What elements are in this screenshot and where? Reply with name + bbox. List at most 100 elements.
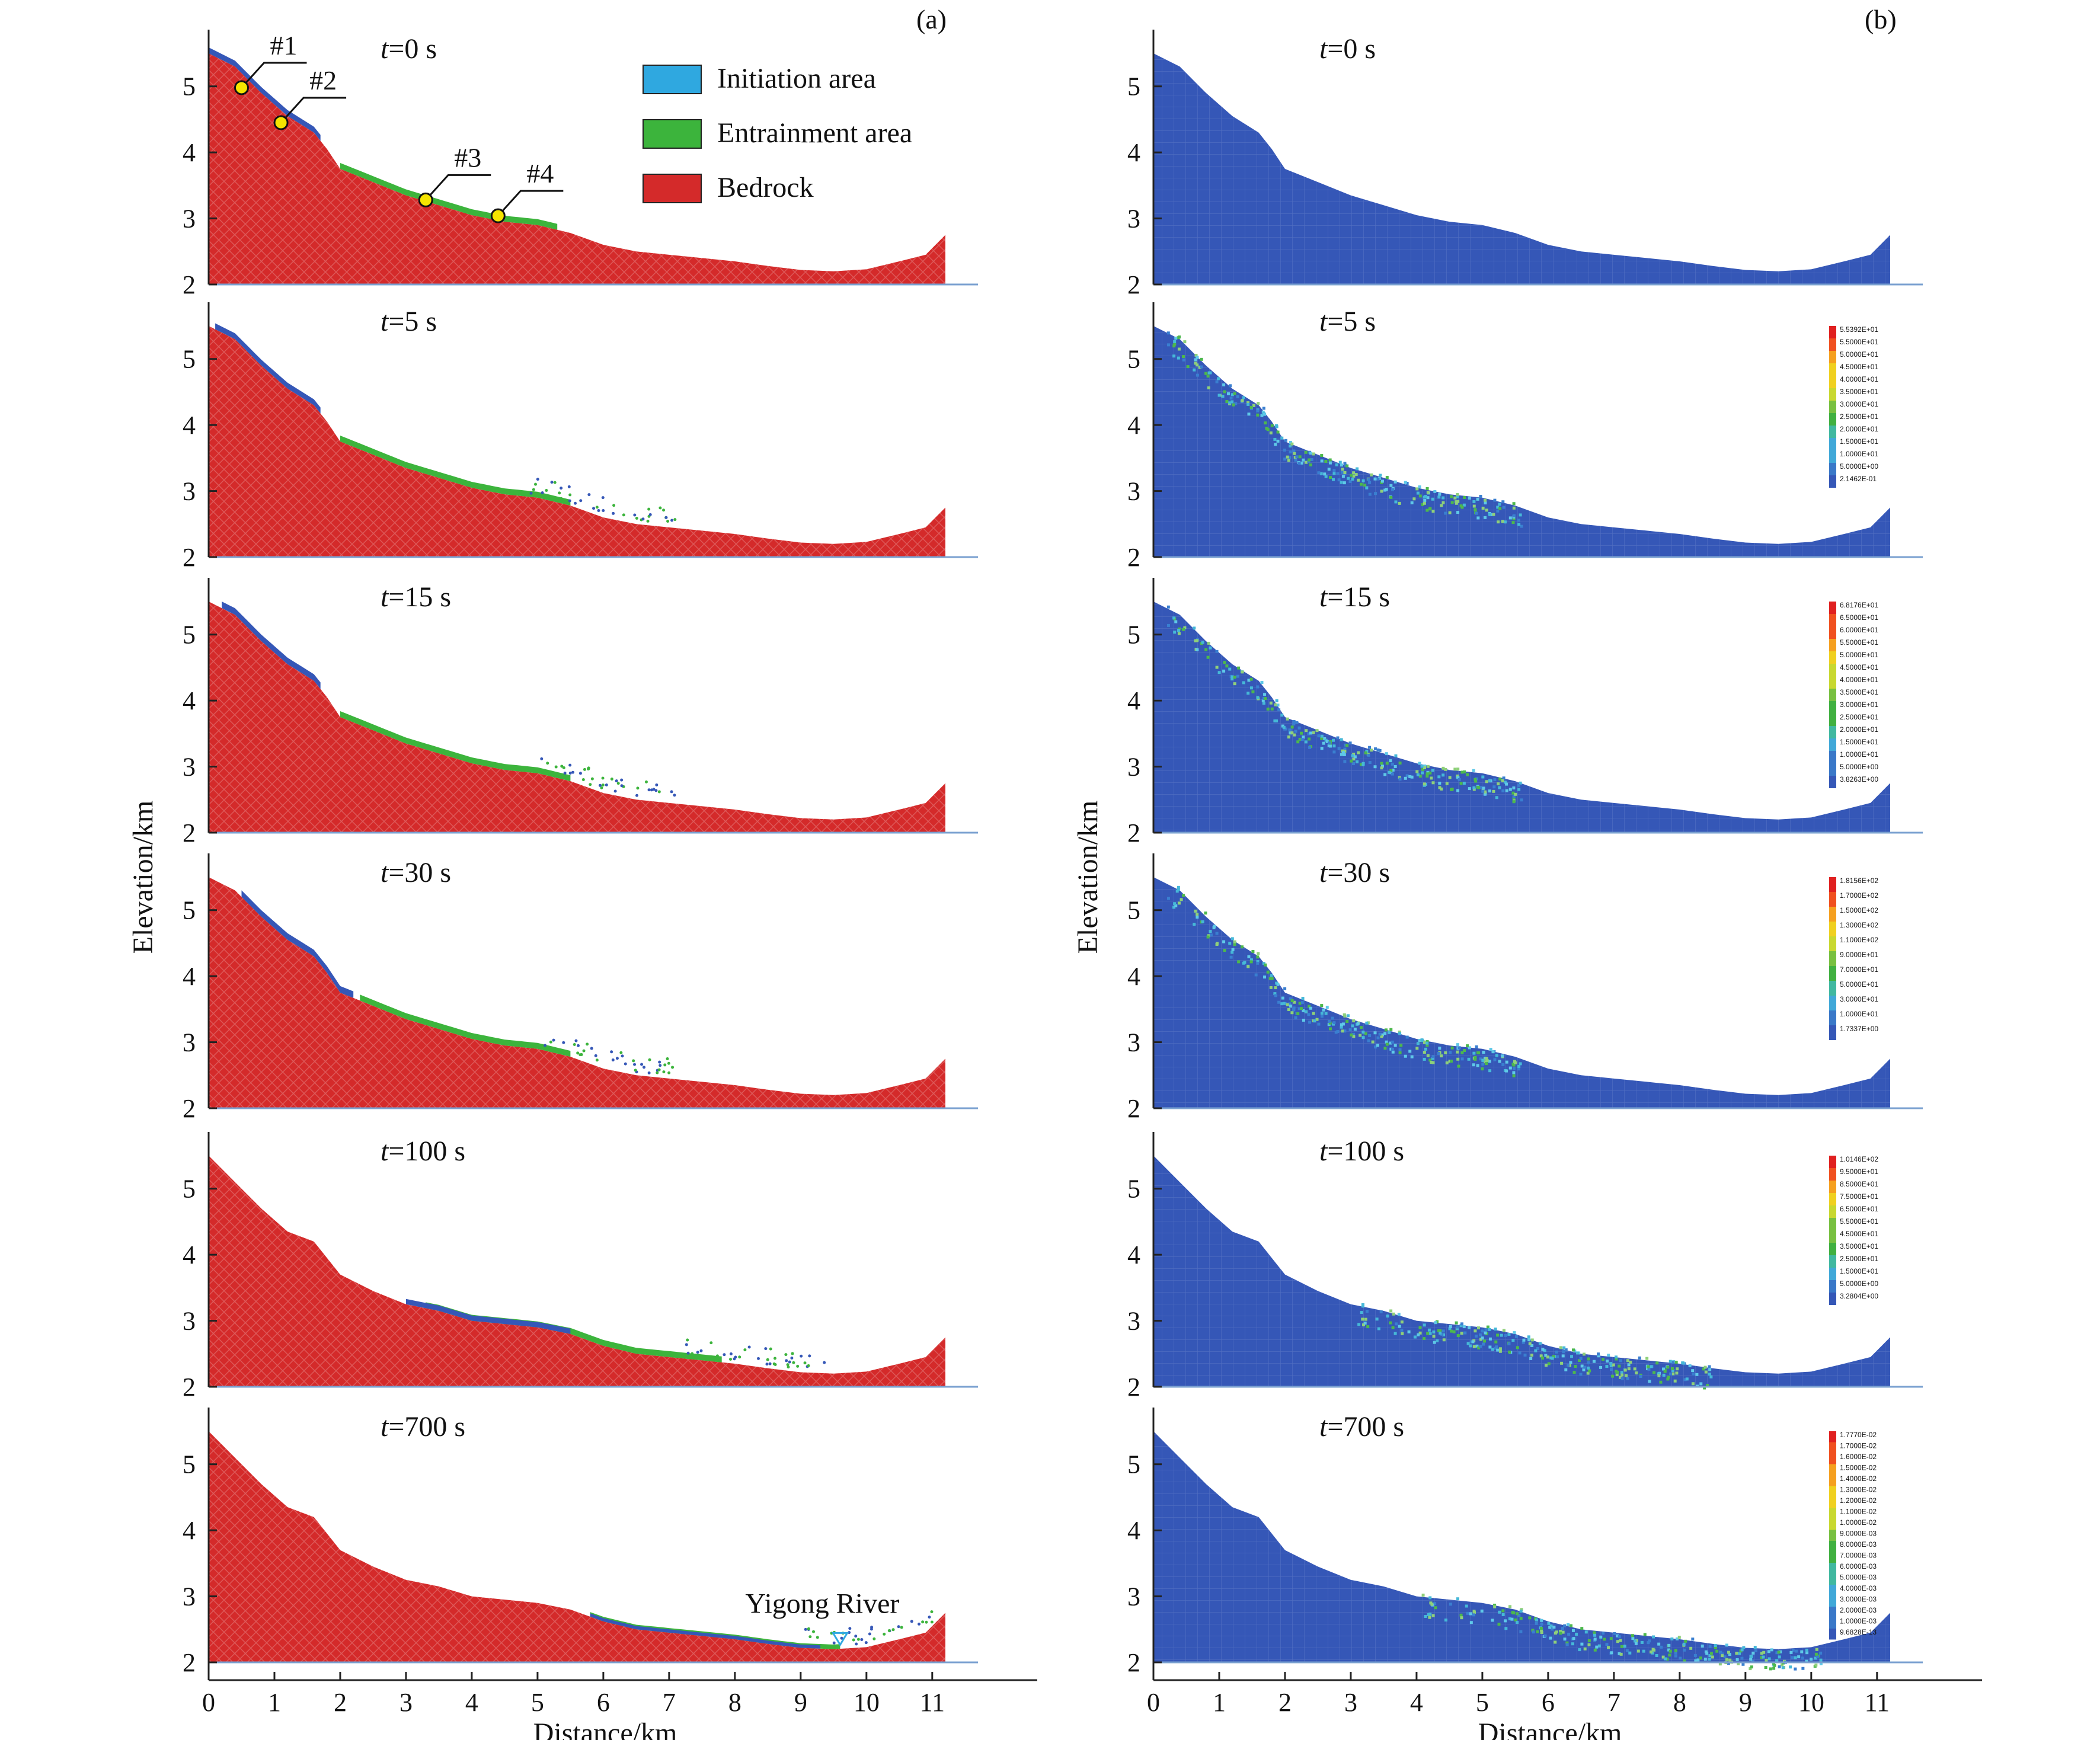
time-label: t=700 s [1319,1411,1404,1442]
colorbar-label: 4.0000E+01 [1840,676,1878,684]
time-label: t=5 s [1319,306,1376,337]
colorbar-label: 9.0000E+01 [1840,951,1878,959]
colorbar-label: 1.0146E+02 [1840,1155,1878,1163]
subplot-b-row-3: 2 3 4 5 t=30 s 1.8156E+02 1.7000E+02 1.5000E+02… [1127,853,1923,1123]
colorbar-label: 7.5000E+01 [1840,1192,1878,1201]
y-tick-label: 3 [183,477,196,506]
y-tick-label: 3 [183,753,196,782]
monitor-point-label: #4 [526,158,554,188]
x-tick-label: 10 [1798,1688,1824,1717]
y-tick-label: 2 [1127,270,1140,299]
colorbar-label: 2.0000E+01 [1840,425,1878,433]
colorbar-label: 3.5000E+01 [1840,388,1878,396]
monitor-points: #1 #2 #3 #4 [234,30,564,223]
time-label: t=0 s [381,33,437,65]
y-tick-label: 3 [1127,204,1140,234]
colorbar-label: 1.1000E+02 [1840,936,1878,944]
colorbar-label: 5.5000E+01 [1840,338,1878,346]
colorbar-label: 1.6000E-02 [1840,1453,1877,1461]
colorbar-label: 5.0000E+00 [1840,462,1878,471]
colorbar-label: 6.5000E+01 [1840,613,1878,622]
y-tick-label: 5 [183,1450,196,1479]
time-label: t=30 s [1319,857,1390,888]
y-tick-label: 2 [183,818,196,847]
colorbar-label: 2.5000E+01 [1840,1255,1878,1263]
subplot-b-row-0: 2 3 4 5 t=0 s [1127,30,1923,299]
y-tick-label: 4 [1127,686,1140,715]
panel-tag-b: (b) [1865,4,1897,34]
colorbar: 6.8176E+01 6.5000E+01 6.0000E+01 5.5000E+01… [1829,601,1878,788]
y-tick-label: 3 [183,1028,196,1057]
mass-texture [209,1431,945,1662]
legend-swatch [643,119,702,149]
time-label: t=0 s [1319,33,1376,65]
colorbar-label: 5.0000E+01 [1840,651,1878,659]
monitor-point-label: #3 [454,142,481,172]
scattered-particles [685,1338,826,1369]
y-tick-label: 3 [1127,477,1140,506]
colorbar-label: 3.0000E+01 [1840,995,1878,1003]
monitor-point-marker [273,115,289,130]
colorbar-label: 3.5000E+01 [1840,688,1878,696]
y-tick-label: 2 [1127,818,1140,847]
colorbar-label: 1.1000E-02 [1840,1508,1877,1516]
y-tick-label: 2 [1127,543,1140,572]
time-label: t=5 s [381,306,437,337]
y-tick-label: 2 [1127,1094,1140,1123]
subplot-b-row-1: 2 3 4 5 t=5 s 5.5392E+01 5.5000E+01 5.0000E+01 4… [1127,302,1923,572]
time-label: t=700 s [381,1411,465,1442]
colorbar-label: 1.3000E+02 [1840,921,1878,929]
colorbar-label: 3.2804E+00 [1840,1292,1878,1300]
x-tick-label: 8 [728,1688,741,1717]
legend-swatch [643,65,702,94]
y-tick-label: 3 [1127,1028,1140,1057]
x-tick-label: 11 [1865,1688,1890,1717]
y-tick-label: 5 [1127,620,1140,650]
colorbar-label: 3.5000E+01 [1840,1242,1878,1250]
colorbar: 1.7770E-02 1.7000E-02 1.6000E-02 1.5000E-02… [1829,1431,1877,1640]
velocity-speckles [1166,885,1522,1077]
legend-label: Bedrock [717,172,814,203]
monitor-point-label: #2 [309,65,337,95]
colorbar-label: 5.0000E+00 [1840,763,1878,771]
x-tick-label: 1 [268,1688,281,1717]
colorbar-label: 7.0000E+01 [1840,965,1878,974]
colorbar-label: 5.5000E+01 [1840,638,1878,647]
river-marker-icon [831,1632,849,1647]
time-label: t=15 s [1319,581,1390,613]
initiation-deposit [241,890,354,998]
y-tick-label: 2 [183,1094,196,1123]
subplot-a-row-5: 2 3 4 5 t=700 s [183,1408,978,1677]
scattered-particles [544,1038,675,1074]
x-tick-label: 1 [1213,1688,1226,1717]
colorbar-label: 6.5000E+01 [1840,1205,1878,1213]
velocity-speckles [1166,605,1523,804]
y-tick-label: 5 [1127,1450,1140,1479]
legend-label: Initiation area [717,63,876,94]
colorbar-label: 1.5000E+01 [1840,738,1878,746]
x-tick-label: 0 [1147,1688,1160,1717]
entrainment-deposit [426,1302,722,1362]
y-tick-label: 3 [1127,1307,1140,1336]
y-tick-label: 5 [183,620,196,650]
y-tick-label: 3 [1127,753,1140,782]
colorbar-label: 6.0000E+01 [1840,626,1878,634]
mass-texture [209,602,945,833]
colorbar-label: 3.0000E+01 [1840,701,1878,709]
time-label: t=100 s [1319,1136,1404,1167]
x-tick-label: 8 [1673,1688,1686,1717]
mass-texture [1153,53,1890,284]
mass-texture [1153,877,1890,1108]
subplot-b-row-5: 2 3 4 5 t=700 s 1.7770E-02 1.7000E-02 1.6000E-0… [1127,1408,1923,1677]
subplot-a-row-0: 2 3 4 5 t=0 s [183,30,978,299]
colorbar-label: 1.5000E+02 [1840,906,1878,914]
y-tick-label: 5 [183,1175,196,1204]
y-tick-label: 5 [1127,896,1140,925]
x-tick-label: 2 [1278,1688,1292,1717]
colorbar-label: 3.8263E+00 [1840,775,1878,783]
entrainment-deposit [340,711,571,782]
mass-texture [209,326,945,557]
x-tick-label: 3 [1344,1688,1357,1717]
mass-texture [209,53,945,284]
